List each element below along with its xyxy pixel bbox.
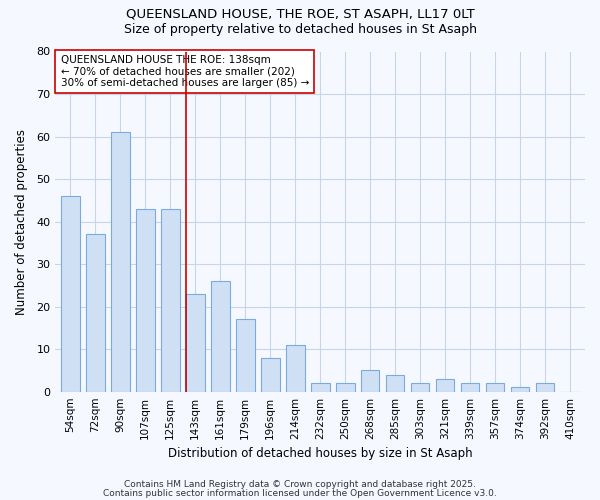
Bar (511, 388, 529, 392)
Bar (236, 320, 254, 392)
Bar (61, 196, 80, 392)
Bar (261, 358, 280, 392)
Bar (436, 379, 454, 392)
Text: QUEENSLAND HOUSE, THE ROE, ST ASAPH, LL17 0LT: QUEENSLAND HOUSE, THE ROE, ST ASAPH, LL1… (125, 8, 475, 20)
Bar (336, 383, 355, 392)
Text: Contains HM Land Registry data © Crown copyright and database right 2025.: Contains HM Land Registry data © Crown c… (124, 480, 476, 489)
Bar (536, 383, 554, 392)
Y-axis label: Number of detached properties: Number of detached properties (15, 128, 28, 314)
X-axis label: Distribution of detached houses by size in St Asaph: Distribution of detached houses by size … (168, 447, 472, 460)
Bar (485, 383, 505, 392)
Bar (411, 383, 430, 392)
Bar (186, 294, 205, 392)
Bar (161, 209, 179, 392)
Bar (311, 383, 329, 392)
Text: Contains public sector information licensed under the Open Government Licence v3: Contains public sector information licen… (103, 488, 497, 498)
Bar (461, 383, 479, 392)
Bar (136, 209, 155, 392)
Bar (361, 370, 379, 392)
Bar (386, 374, 404, 392)
Text: Size of property relative to detached houses in St Asaph: Size of property relative to detached ho… (124, 22, 476, 36)
Bar (86, 234, 104, 392)
Text: QUEENSLAND HOUSE THE ROE: 138sqm
← 70% of detached houses are smaller (202)
30% : QUEENSLAND HOUSE THE ROE: 138sqm ← 70% o… (61, 55, 309, 88)
Bar (111, 132, 130, 392)
Bar (286, 345, 305, 392)
Bar (211, 281, 230, 392)
